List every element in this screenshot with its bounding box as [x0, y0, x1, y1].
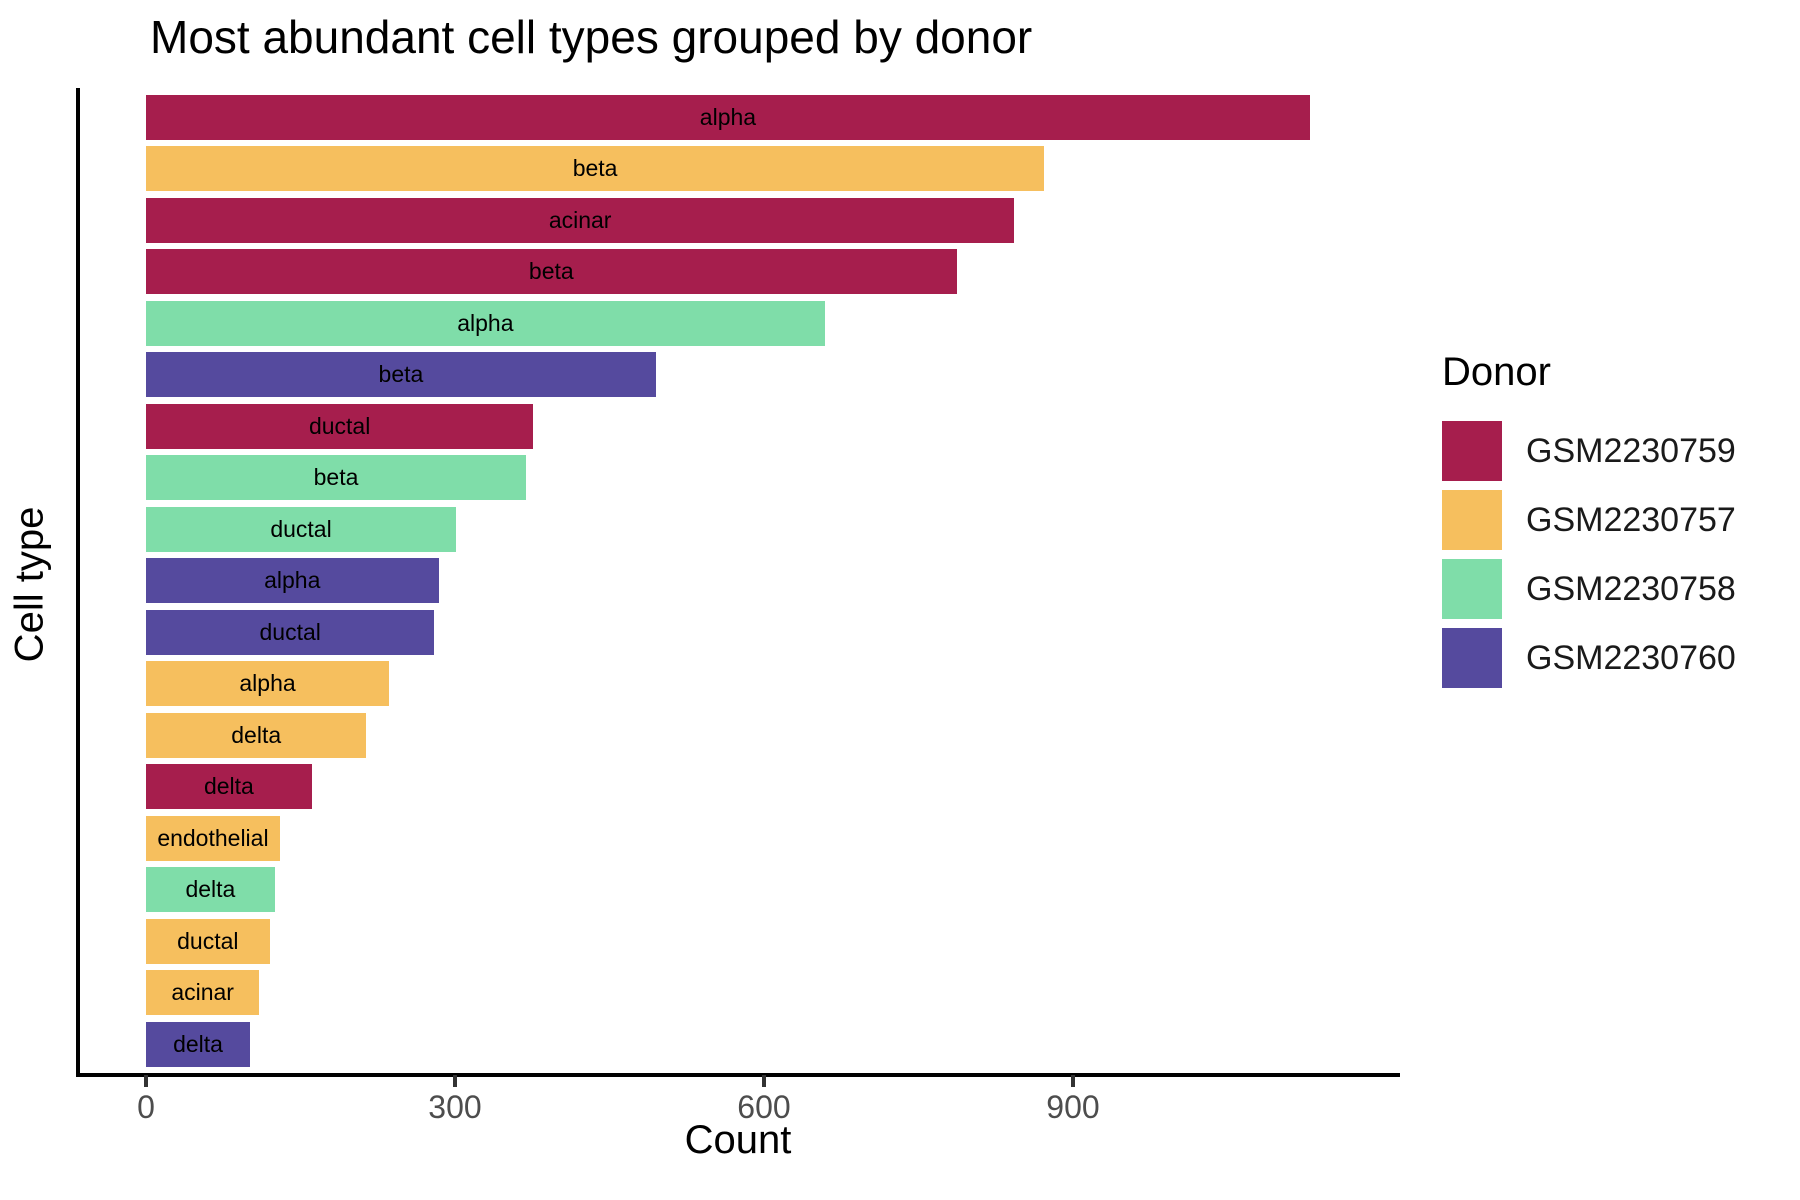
bar-row: beta [76, 455, 1400, 500]
bar-row: ductal [76, 609, 1400, 655]
bar: acinar [146, 197, 1015, 243]
bar-label: alpha [264, 567, 321, 593]
bar-row: alpha [76, 94, 1400, 140]
legend-swatch [1442, 421, 1502, 481]
bar: delta [146, 712, 367, 758]
bar-label: ductal [259, 618, 321, 645]
bar-label: beta [528, 258, 574, 284]
bar-label: ductal [177, 927, 239, 954]
bar: alpha [146, 558, 439, 603]
bar-label: beta [378, 361, 424, 387]
legend-label: GSM2230757 [1526, 500, 1736, 539]
x-tick-mark [1071, 1075, 1075, 1087]
bar-label: alpha [457, 309, 514, 336]
bar-series: alpha beta acinar beta alpha beta ductal beta du… [76, 88, 1400, 1073]
legend-items: GSM2230759 GSM2230757 GSM2230758 GSM2230760 [1442, 421, 1736, 688]
bar-label: alpha [699, 103, 757, 130]
legend-item: GSM2230759 [1442, 421, 1736, 481]
bar-row: alpha [76, 661, 1400, 706]
bar: ductal [146, 918, 270, 964]
bar-label: delta [231, 721, 282, 748]
bar: endothelial [146, 815, 280, 861]
bar-row: delta [76, 764, 1400, 809]
bar-row: acinar [76, 970, 1400, 1015]
x-tick-label: 300 [428, 1089, 482, 1125]
bar-row: beta [76, 146, 1400, 191]
x-axis-title: Count [684, 1118, 792, 1162]
bar-label: delta [173, 1030, 223, 1057]
x-tick-label: 600 [737, 1089, 791, 1125]
bar: beta [146, 249, 957, 294]
bar-row: endothelial [76, 815, 1400, 861]
bar: alpha [146, 661, 390, 706]
bar: ductal [146, 609, 435, 655]
bar-row: ductal [76, 403, 1400, 449]
bar: delta [146, 867, 275, 912]
legend-swatch [1442, 559, 1502, 619]
bar: beta [146, 146, 1045, 191]
legend-item: GSM2230758 [1442, 559, 1736, 619]
bar: alpha [146, 300, 825, 346]
bar-row: alpha [76, 300, 1400, 346]
bar: delta [146, 764, 312, 809]
legend-label: GSM2230760 [1526, 638, 1736, 677]
plot-panel: alpha beta acinar beta alpha beta ductal beta du… [76, 88, 1400, 1125]
legend-item: GSM2230760 [1442, 628, 1736, 688]
bar-label: beta [313, 464, 359, 490]
x-tick-mark [453, 1075, 457, 1087]
bar-label: alpha [239, 670, 296, 696]
x-tick-mark [144, 1075, 148, 1087]
bar-label: acinar [171, 979, 234, 1005]
legend-swatch [1442, 490, 1502, 550]
x-tick-label: 900 [1046, 1089, 1100, 1125]
legend: Donor GSM2230759 GSM2230757 GSM2230758 GSM2… [1442, 350, 1736, 697]
bar-label: delta [185, 876, 236, 902]
bar-row: delta [76, 867, 1400, 912]
bar-row: delta [76, 1021, 1400, 1067]
x-axis-line [76, 1073, 1400, 1077]
bar-row: ductal [76, 506, 1400, 552]
bar-row: alpha [76, 558, 1400, 603]
bar-label: endothelial [157, 824, 269, 851]
bar: delta [146, 1021, 251, 1067]
y-axis-title: Cell type [7, 506, 52, 663]
legend-title: Donor [1442, 350, 1551, 394]
bar: ductal [146, 403, 534, 449]
y-axis-line [76, 88, 80, 1073]
chart-title: Most abundant cell types grouped by dono… [150, 11, 1033, 63]
bar-label: beta [572, 155, 618, 181]
x-tick-mark [762, 1075, 766, 1087]
bar-row: beta [76, 249, 1400, 294]
bar-row: acinar [76, 197, 1400, 243]
bar: beta [146, 352, 656, 397]
bar-label: delta [203, 773, 254, 799]
bar: beta [146, 455, 527, 500]
bar: acinar [146, 970, 260, 1015]
bar: alpha [146, 94, 1310, 140]
bar-row: delta [76, 712, 1400, 758]
legend-label: GSM2230758 [1526, 569, 1736, 608]
bar-row: beta [76, 352, 1400, 397]
x-tick-label: 0 [137, 1089, 155, 1125]
legend-label: GSM2230759 [1526, 431, 1736, 470]
bar: ductal [146, 506, 457, 552]
bar-label: acinar [548, 206, 612, 233]
bar-label: ductal [308, 412, 371, 439]
bar-row: ductal [76, 918, 1400, 964]
bar-label: ductal [270, 515, 332, 542]
legend-swatch [1442, 628, 1502, 688]
legend-item: GSM2230757 [1442, 490, 1736, 550]
